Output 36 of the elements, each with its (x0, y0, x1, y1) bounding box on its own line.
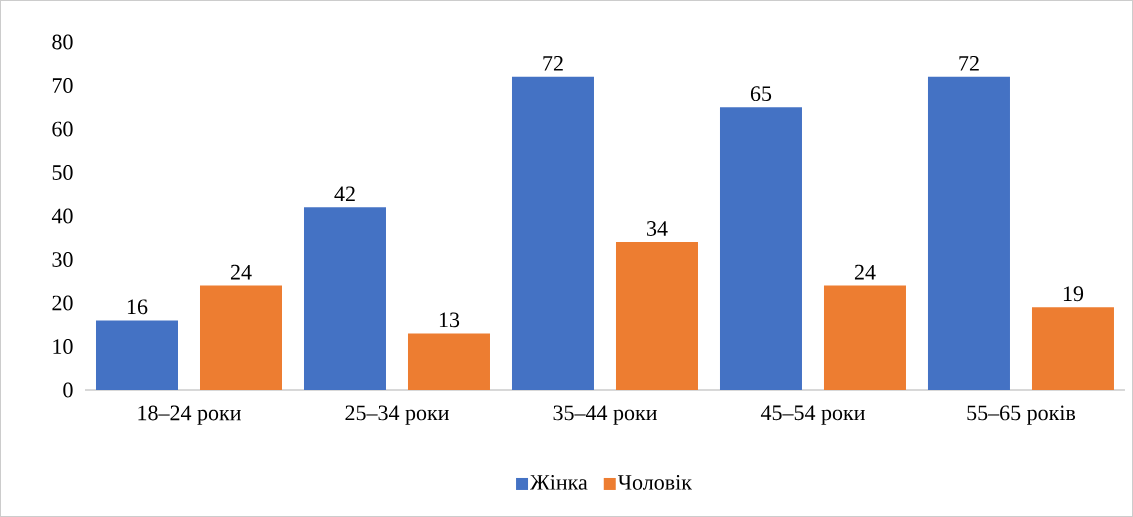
y-tick-label: 0 (63, 382, 73, 398)
bar (200, 285, 282, 390)
bar (823, 285, 906, 390)
x-tick-label: 18–24 роки (138, 405, 241, 425)
legend-label: Жінка (530, 475, 588, 490)
bar (407, 333, 490, 390)
data-label: 24 (854, 264, 876, 280)
legend-label: Чоловік (617, 475, 692, 490)
y-tick-label: 40 (51, 208, 73, 224)
data-label: 19 (1063, 286, 1084, 302)
bar (927, 76, 1010, 390)
data-label: 72 (959, 56, 979, 71)
y-tick-label: 10 (53, 339, 73, 354)
bar (511, 76, 594, 390)
bar (615, 242, 698, 390)
y-tick-label: 50 (52, 165, 73, 180)
data-label: 16 (127, 299, 148, 315)
x-tick-label: 55–65 років (967, 405, 1076, 425)
x-tick-label: 25–34 роки (345, 405, 449, 425)
bar (96, 320, 178, 390)
data-label: 24 (230, 264, 252, 280)
bar (303, 207, 386, 390)
y-tick-label: 30 (52, 252, 73, 267)
x-tick-label: 45–54 роки (760, 405, 865, 425)
data-label: 34 (647, 221, 668, 236)
y-tick-label: 20 (52, 295, 73, 311)
bar (1031, 307, 1114, 390)
bar (719, 107, 802, 390)
data-label: 65 (750, 86, 772, 102)
y-tick-label: 70 (52, 78, 73, 93)
data-label: 13 (439, 312, 460, 328)
y-tick-label: 80 (52, 34, 73, 50)
y-tick-label: 60 (52, 121, 73, 137)
x-tick-label: 35–44 роки (553, 405, 657, 425)
data-label: 42 (334, 186, 355, 202)
data-label: 72 (543, 56, 563, 71)
